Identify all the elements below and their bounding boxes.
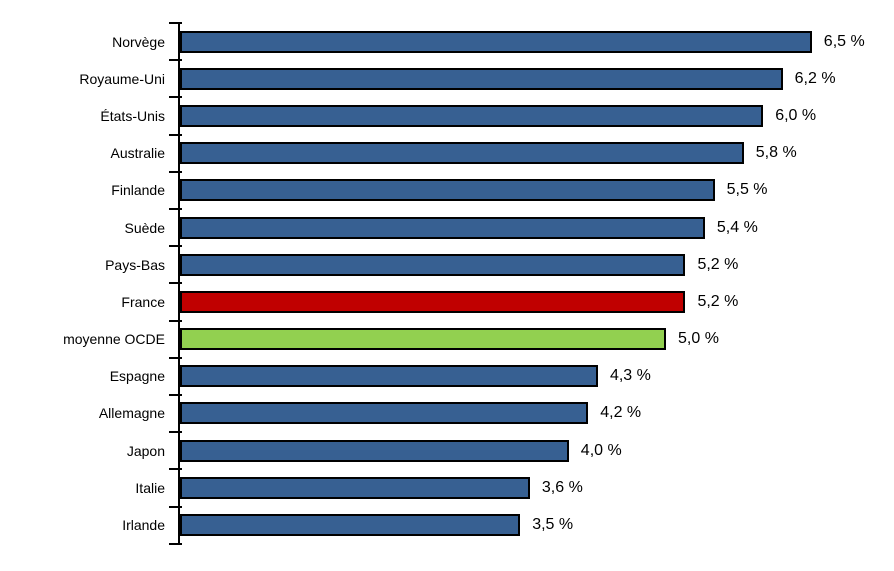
value-label: 4,0 % [580,441,622,459]
axis-tick [169,96,182,99]
value-label: 4,3 % [609,367,651,385]
bar [180,253,686,276]
value-label: 6,2 % [794,69,836,87]
value-label: 4,2 % [600,404,642,422]
chart-row: Pays-Bas 5,2 % [0,246,894,283]
chart-row: Royaume-Uni 6,2 % [0,60,894,97]
chart-row: Suède 5,4 % [0,209,894,246]
chart-rows: Norvège 6,5 % Royaume-Uni 6,2 % États-Unis 6,… [0,23,894,544]
chart-row: moyenne OCDE 5,0 % [0,321,894,358]
category-label: Japon [126,442,165,459]
value-label: 5,4 % [716,218,758,236]
value-label: 3,5 % [532,516,574,534]
bar [180,365,598,388]
axis-tick [169,170,182,173]
axis-tick [169,542,182,545]
bar [180,67,783,90]
category-label: Espagne [109,368,165,385]
axis-tick [169,431,182,434]
chart-row: Japon 4,0 % [0,432,894,469]
value-label: 5,8 % [755,144,797,162]
chart-row: Espagne 4,3 % [0,358,894,395]
axis-tick [169,59,182,62]
axis-tick [169,394,182,396]
category-label: Italie [135,479,165,496]
value-label: 3,6 % [541,478,583,496]
bar [180,179,715,202]
category-label: Irlande [122,517,165,534]
chart-row: États-Unis 6,0 % [0,97,894,134]
value-label: 6,5 % [823,32,865,50]
category-label: Suède [124,219,165,236]
category-label: États-Unis [100,107,165,124]
bar [180,30,812,53]
category-label: Pays-Bas [105,256,165,273]
bar [180,328,666,351]
axis-tick [169,282,182,285]
axis-tick [169,505,182,508]
bar [180,476,530,499]
bar [180,104,764,127]
axis-tick [169,468,182,471]
category-label: Allemagne [98,405,165,422]
value-label: 5,2 % [697,292,739,310]
value-label: 6,0 % [775,106,817,124]
value-label: 5,5 % [726,181,768,199]
bar [180,402,589,425]
bar [180,216,705,239]
axis-tick [169,245,182,248]
category-label: moyenne OCDE [63,331,165,348]
chart-row: Australie 5,8 % [0,135,894,172]
chart-row: Irlande 3,5 % [0,506,894,543]
category-label: Royaume-Uni [79,70,165,87]
category-label: Norvège [112,33,165,50]
axis-tick [169,208,182,210]
chart-row: Italie 3,6 % [0,469,894,506]
category-label: Australie [110,145,165,162]
chart-row: Norvège 6,5 % [0,23,894,60]
axis-tick [169,319,182,322]
category-label: Finlande [111,182,165,199]
bar [180,290,686,313]
bar [180,439,569,462]
axis-tick [169,22,182,24]
value-label: 5,0 % [678,330,719,348]
axis-tick [169,133,182,136]
chart-row: Finlande 5,5 % [0,172,894,209]
bar [180,514,521,537]
bar [180,142,744,165]
chart-row: France 5,2 % [0,283,894,320]
chart-row: Allemagne 4,2 % [0,395,894,432]
axis-tick [169,356,182,359]
value-label: 5,2 % [697,255,739,273]
category-label: France [121,293,165,310]
